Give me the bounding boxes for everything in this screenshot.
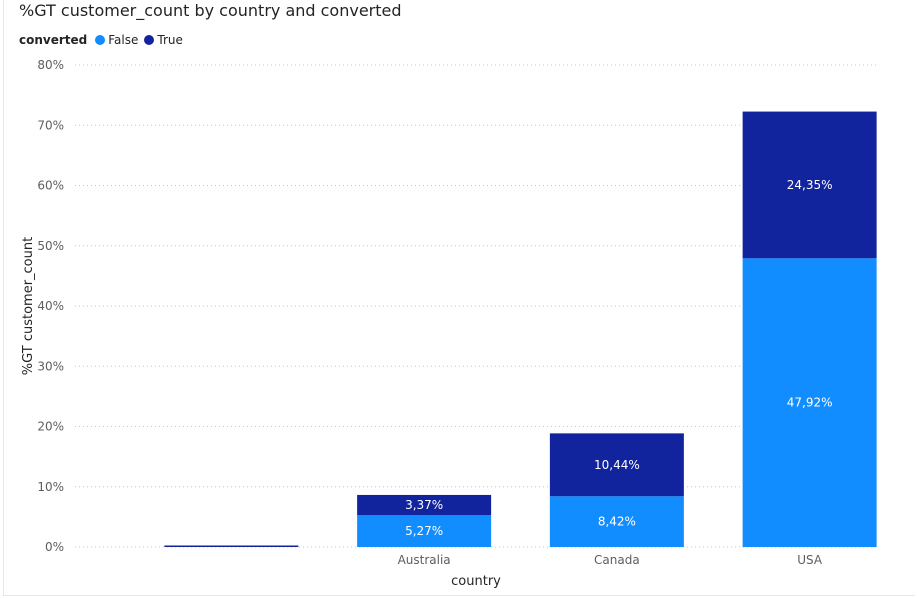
legend-item-false[interactable]: False bbox=[95, 33, 138, 47]
y-axis-title: %GT customer_count bbox=[21, 237, 36, 375]
x-tick-label: USA bbox=[797, 553, 823, 567]
x-axis-ticks: Australia Canada USA bbox=[398, 553, 823, 567]
legend-label-true: True bbox=[157, 33, 183, 47]
y-tick-label: 0% bbox=[45, 540, 64, 554]
bar-segment[interactable] bbox=[742, 111, 877, 259]
x-tick-label: Canada bbox=[594, 553, 640, 567]
bar-segment[interactable] bbox=[164, 545, 299, 548]
y-tick-label: 10% bbox=[37, 480, 64, 494]
legend-dot-false-icon bbox=[95, 35, 106, 45]
legend[interactable]: converted False True bbox=[19, 33, 189, 47]
y-tick-label: 30% bbox=[37, 359, 64, 373]
legend-dot-true-icon bbox=[144, 35, 155, 45]
x-axis-title: country bbox=[451, 574, 501, 589]
y-axis-ticks: 0% 10% 20% 30% 40% 50% 60% 70% 80% bbox=[37, 58, 64, 554]
data-label: 8,42% bbox=[598, 515, 636, 529]
x-tick-label: Australia bbox=[398, 553, 451, 567]
y-tick-label: 70% bbox=[37, 118, 64, 132]
bars: 5,27% 3,37% 8,42% 10,44% 47,92% 24,35% bbox=[164, 111, 877, 548]
legend-label-false: False bbox=[108, 33, 139, 47]
data-label: 3,37% bbox=[405, 498, 443, 512]
legend-item-true[interactable]: True bbox=[144, 33, 183, 47]
chart-title: %GT customer_count by country and conver… bbox=[19, 1, 402, 20]
bar-segment[interactable] bbox=[549, 433, 684, 497]
y-tick-label: 50% bbox=[37, 239, 64, 253]
y-tick-label: 60% bbox=[37, 179, 64, 193]
y-tick-label: 40% bbox=[37, 299, 64, 313]
data-label: 5,27% bbox=[405, 524, 443, 538]
bar-segment[interactable] bbox=[742, 258, 877, 547]
data-label: 10,44% bbox=[594, 458, 640, 472]
legend-title: converted bbox=[19, 33, 88, 47]
bar-segment[interactable] bbox=[357, 494, 492, 516]
chart-frame bbox=[3, 0, 915, 596]
bar-segment[interactable] bbox=[357, 515, 492, 547]
data-label: 24,35% bbox=[787, 178, 833, 192]
y-tick-label: 20% bbox=[37, 420, 64, 434]
bar-segment[interactable] bbox=[549, 496, 684, 547]
data-label: 47,92% bbox=[787, 396, 833, 410]
y-tick-label: 80% bbox=[37, 58, 64, 72]
